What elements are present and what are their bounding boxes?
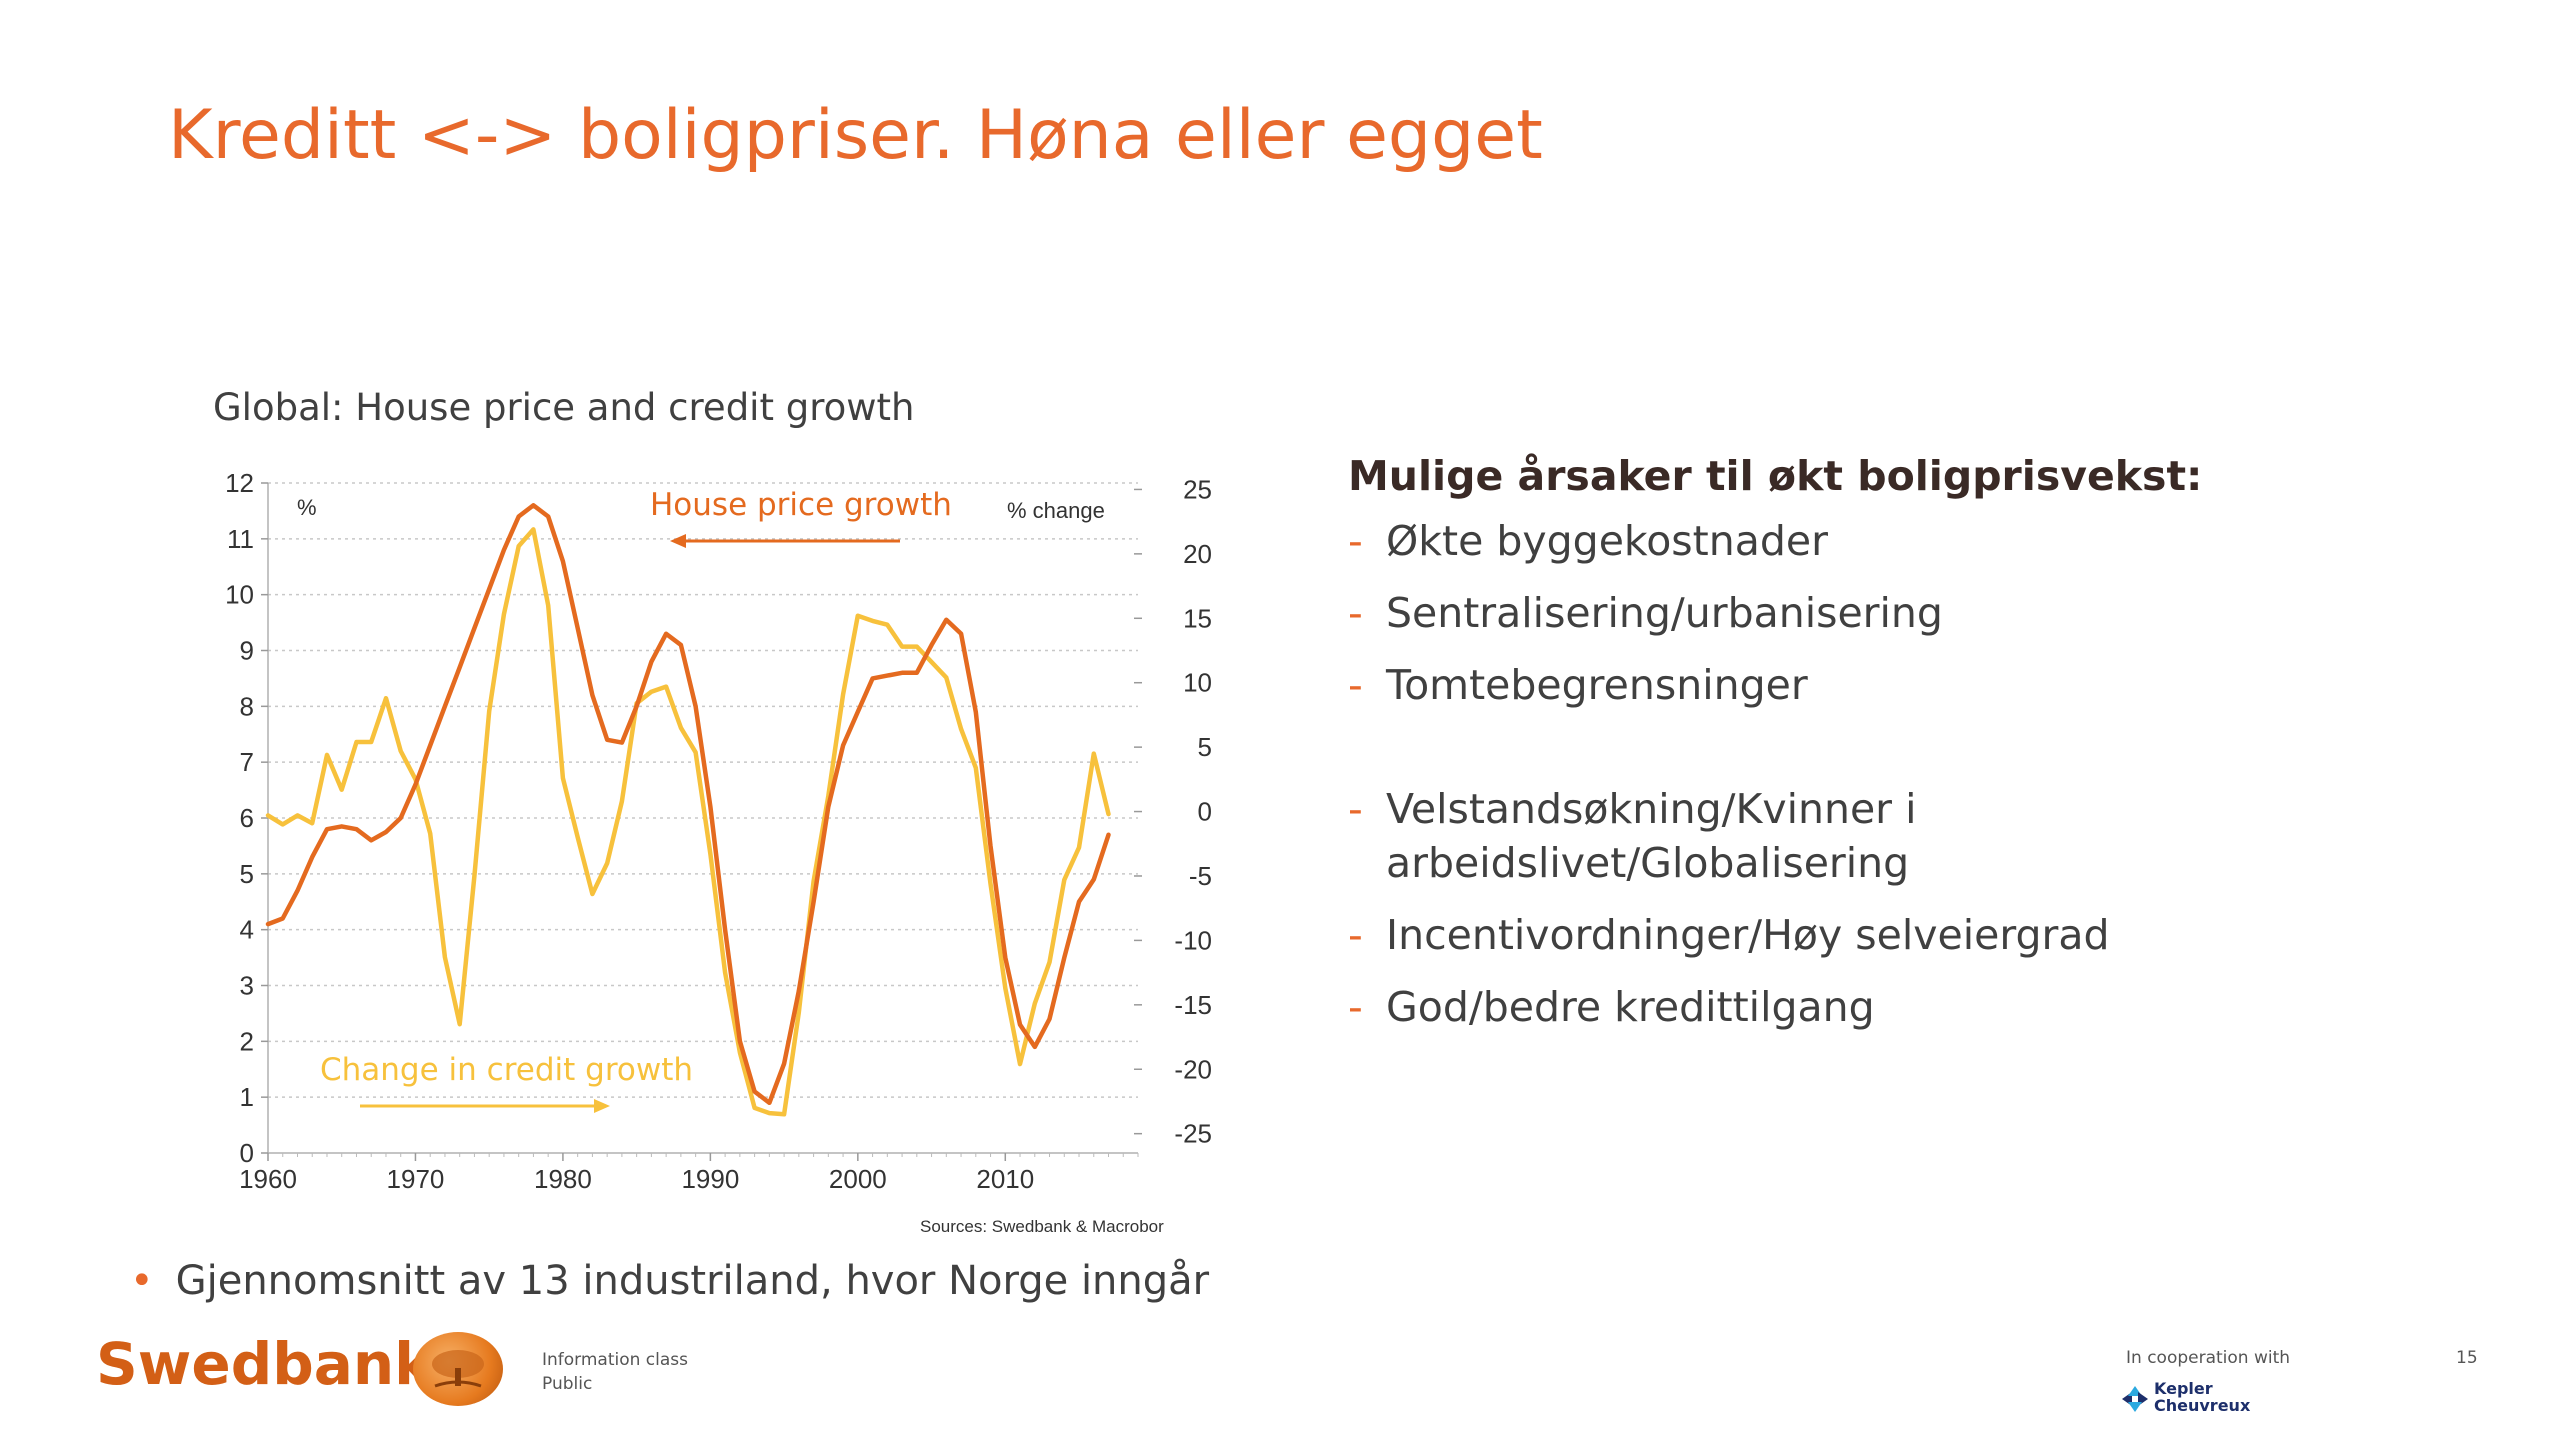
- left-tick-label: 1: [240, 1082, 254, 1112]
- right-tick-label: 10: [1183, 668, 1212, 698]
- cause-item: - God/bedre kredittilgang: [1348, 980, 2498, 1034]
- left-tick-label: 9: [240, 636, 254, 666]
- dash-bullet-icon: -: [1348, 785, 1363, 833]
- credit-label: Change in credit growth: [320, 1052, 693, 1088]
- footnote-bullet: • Gjennomsnitt av 13 industriland, hvor N…: [130, 1258, 1210, 1304]
- x-tick-label: 2000: [829, 1164, 887, 1194]
- left-tick-label: 8: [240, 691, 254, 721]
- cause-item: - Velstandsøkning/Kvinner i arbeidslivet/…: [1348, 782, 2006, 890]
- brand-logo: Swedbank: [96, 1330, 433, 1398]
- cause-item: - Tomtebegrensninger: [1348, 658, 2498, 712]
- chart-title: Global: House price and credit growth: [213, 386, 915, 429]
- dash-bullet-icon: -: [1348, 983, 1363, 1031]
- right-tick-label: -10: [1174, 925, 1212, 955]
- right-tick-label: -20: [1174, 1054, 1212, 1084]
- kepler-star-icon: [2122, 1386, 2148, 1412]
- x-tick-label: 2010: [976, 1164, 1034, 1194]
- x-tick-label: 1960: [239, 1164, 297, 1194]
- x-tick-label: 1970: [387, 1164, 445, 1194]
- dash-bullet-icon: -: [1348, 517, 1363, 565]
- left-tick-label: 7: [240, 747, 254, 777]
- right-tick-label: -25: [1174, 1119, 1212, 1149]
- dash-bullet-icon: -: [1348, 911, 1363, 959]
- chart-source: Sources: Swedbank & Macrobor: [920, 1217, 1164, 1236]
- credit-growth-change-line: [265, 527, 1111, 1117]
- right-tick-label: -5: [1189, 861, 1212, 891]
- info-class-value: Public: [542, 1374, 593, 1394]
- left-tick-label: 2: [240, 1026, 254, 1056]
- left-axis-unit: %: [297, 495, 317, 520]
- left-tick-label: 0: [240, 1138, 254, 1168]
- series-lines: [265, 503, 1111, 1117]
- causes-panel: Mulige årsaker til økt boligprisvekst: -…: [1348, 452, 2498, 1052]
- credit-arrow: [360, 1099, 610, 1113]
- left-tick-label: 11: [227, 524, 254, 554]
- left-tick-label: 10: [225, 580, 254, 610]
- cause-item: - Sentralisering/urbanisering: [1348, 586, 2498, 640]
- left-tick-label: 4: [240, 915, 254, 945]
- left-tick-label: 12: [225, 468, 254, 498]
- right-tick-label: 20: [1183, 539, 1212, 569]
- info-class-label: Information class: [542, 1350, 689, 1370]
- house-price-growth-line: [265, 503, 1111, 1106]
- cause-item: - Økte byggekostnader: [1348, 514, 2498, 568]
- partner-name: Kepler Cheuvreux: [2154, 1379, 2251, 1415]
- right-tick-label: 0: [1198, 797, 1212, 827]
- dash-bullet-icon: -: [1348, 589, 1363, 637]
- partner-logo: Kepler Cheuvreux: [2118, 1380, 2288, 1420]
- bullet-dot-icon: •: [130, 1258, 154, 1304]
- right-tick-label: 25: [1183, 474, 1212, 504]
- x-tick-label: 1980: [534, 1164, 592, 1194]
- left-tick-label: 5: [240, 859, 254, 889]
- right-tick-label: -15: [1174, 990, 1212, 1020]
- left-tick-label: 6: [240, 803, 254, 833]
- right-axis-unit: % change: [1007, 498, 1105, 523]
- right-tick-label: 5: [1198, 732, 1212, 762]
- cooperation-label: In cooperation with: [2126, 1348, 2291, 1368]
- x-tick-label: 1990: [681, 1164, 739, 1194]
- left-tick-label: 3: [240, 971, 254, 1001]
- cause-item: - Incentivordninger/Høy selveiergrad: [1348, 908, 2498, 962]
- house-price-arrow: [670, 534, 900, 548]
- page-number: 15: [2456, 1348, 2478, 1368]
- oak-tree-icon: [413, 1332, 503, 1406]
- slide-title: Kreditt <-> boligpriser. Høna eller egge…: [168, 96, 1543, 175]
- right-tick-label: 15: [1183, 603, 1212, 633]
- dash-bullet-icon: -: [1348, 661, 1363, 709]
- house-price-label: House price growth: [650, 487, 952, 523]
- causes-title: Mulige årsaker til økt boligprisvekst:: [1348, 452, 2203, 500]
- information-class: Information class Public: [542, 1348, 688, 1396]
